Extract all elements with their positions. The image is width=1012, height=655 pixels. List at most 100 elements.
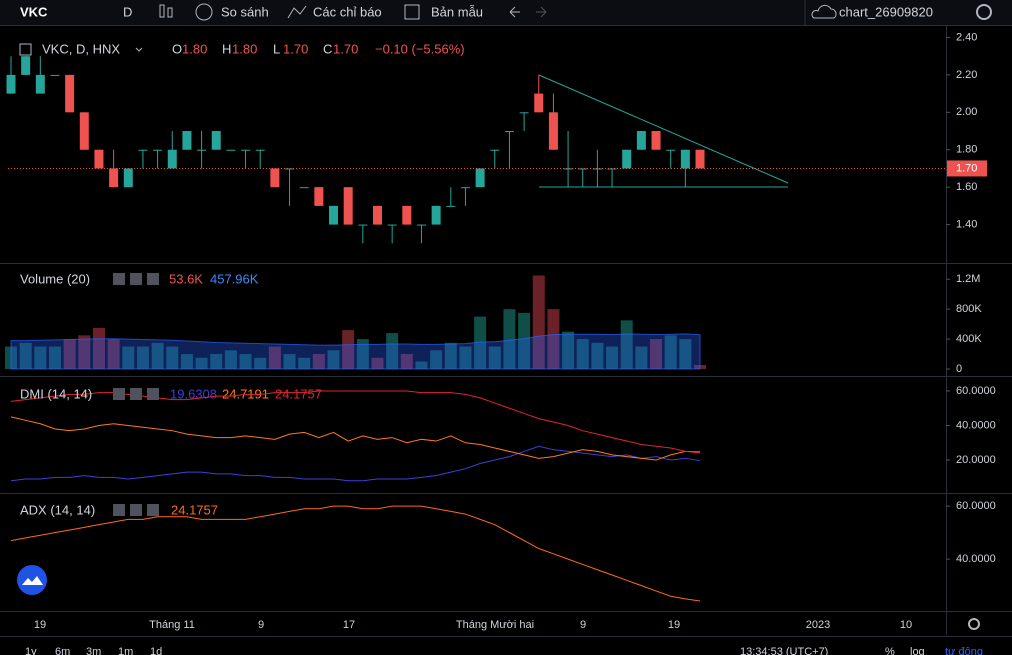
volume-bar [166,346,179,370]
ohlc-key: L [273,41,280,56]
volume-ma-value: 457.96K [210,271,259,286]
ohlc-value: 1.80 [182,41,207,56]
ohlc-key: C [323,41,332,56]
candle-body [622,149,632,169]
last-price-box [947,160,987,177]
redo-icon[interactable] [536,6,547,18]
compare-button[interactable]: So sánh [221,4,269,19]
y-tick-label: 0 [956,363,962,375]
volume-bar [327,350,340,370]
indicators-button[interactable]: Các chỉ báo [313,4,382,19]
collapse-icon[interactable] [19,43,32,56]
trend-line-drawing[interactable] [538,74,789,184]
toolbar [0,0,1012,25]
candle-body [153,149,163,151]
legend-icon [130,388,142,400]
x-tick-label: 17 [343,619,355,631]
indicator-line [10,416,701,461]
candle-body [343,187,353,225]
volume-bar [503,309,516,370]
y-tick-label: 2.00 [956,106,977,118]
candle-icon[interactable] [167,7,173,18]
chart-name[interactable]: chart_26909820 [839,4,933,19]
y-tick-label: 40.0000 [956,553,996,565]
logo[interactable] [17,565,47,595]
volume-bar [386,333,399,370]
volume-bar [679,339,692,370]
volume-bar [650,339,663,370]
y-tick-label: 2.20 [956,69,977,81]
candle-body [255,149,265,151]
candle-body [197,149,207,151]
x-tick-label: 10 [900,619,912,631]
volume-bar [224,350,237,370]
candle-body [138,149,148,151]
indicators-icon[interactable] [287,5,307,19]
change-label: −0.10 (−5.56%) [375,41,465,56]
last-price-label: 1.70 [956,162,977,174]
volume-bar [107,339,120,370]
compare-icon[interactable] [195,3,213,21]
range-button[interactable]: 6m [55,646,70,655]
range-button[interactable]: 1m [118,646,133,655]
volume-bar [136,346,149,370]
candle-body [402,205,412,225]
volume-bar [635,346,648,370]
legend-icon [130,273,142,285]
volume-bar [444,342,457,370]
candle-body [607,168,617,170]
interval[interactable]: D [123,4,132,19]
y-tick-label: 1.40 [956,218,977,230]
candle-body [94,149,104,169]
undo-icon[interactable] [509,6,520,18]
candle-body [431,205,441,225]
log-toggle[interactable]: log [910,646,925,655]
volume-value: 53.6K [169,271,203,286]
indicator-title: DMI (14, 14) [20,386,92,401]
range-button[interactable]: 1y [25,646,37,655]
range-button[interactable]: 1d [150,646,162,655]
candle-body [695,149,705,169]
ohlc-key: O [172,41,182,56]
candle-body [123,168,133,188]
candle-body [314,187,324,206]
candle-body [211,131,221,150]
cloud-icon[interactable] [811,4,837,19]
candle-body [6,74,16,94]
range-button[interactable]: 3m [86,646,101,655]
volume-bar [180,354,193,370]
volume-bar [195,357,208,370]
indicator-line [10,390,701,454]
candle-body [109,168,119,188]
volume-bar [459,346,472,370]
candle-body [519,112,529,114]
y-tick-label: 60.0000 [956,500,996,512]
templates-icon[interactable] [404,4,420,20]
candle-body [534,93,544,113]
volume-bar [122,346,135,370]
volume-bar [664,335,677,370]
volume-bar [92,327,105,370]
templates-button[interactable]: Bản mẫu [431,4,483,19]
symbol[interactable]: VKC [20,4,48,19]
candle-body [636,131,646,150]
y-tick-label: 1.60 [956,181,977,193]
volume-bar [19,342,32,370]
volume-bar [268,346,281,370]
settings-icon[interactable] [976,4,992,20]
x-tick-label: Tháng 11 [149,619,195,631]
y-tick-label: 2.40 [956,31,977,43]
axis-settings-icon[interactable] [968,618,980,630]
percent-toggle[interactable]: % [885,646,895,655]
legend-icon [113,273,125,285]
indicator-line [10,445,701,482]
x-tick-label: 2023 [806,619,830,631]
candle-icon[interactable] [159,4,165,18]
volume-bar [151,342,164,370]
y-tick-label: 20.0000 [956,454,996,466]
candle-body [666,149,676,151]
volume-bar [371,357,384,370]
auto-toggle[interactable]: tự động [945,646,983,655]
candle-body [35,74,45,94]
volume-bar [356,339,369,370]
